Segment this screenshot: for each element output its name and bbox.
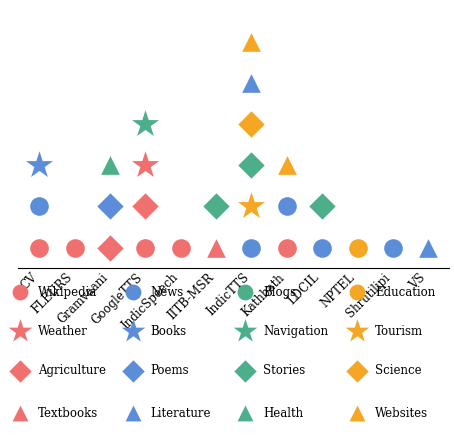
Point [212, 203, 220, 210]
Point [106, 244, 114, 251]
Point [248, 120, 255, 127]
Point [106, 162, 114, 169]
Text: Health: Health [263, 407, 303, 419]
Point [142, 162, 149, 169]
Point [354, 328, 361, 335]
Point [106, 203, 114, 210]
Point [129, 328, 136, 335]
Text: Blogs: Blogs [263, 286, 296, 299]
Point [142, 244, 149, 251]
Text: Education: Education [375, 286, 435, 299]
Point [354, 410, 361, 417]
Point [248, 79, 255, 86]
Point [248, 203, 255, 210]
Point [212, 244, 220, 251]
Point [283, 244, 291, 251]
Point [242, 328, 249, 335]
Point [129, 289, 136, 296]
Point [424, 244, 432, 251]
Text: News: News [151, 286, 184, 299]
Point [283, 203, 291, 210]
Point [242, 289, 249, 296]
Point [319, 244, 326, 251]
Point [36, 162, 43, 169]
Point [17, 328, 24, 335]
Text: Books: Books [151, 325, 187, 338]
Text: Science: Science [375, 364, 422, 377]
Point [242, 410, 249, 417]
Text: Stories: Stories [263, 364, 305, 377]
Point [283, 162, 291, 169]
Point [248, 244, 255, 251]
Text: Wikipedia: Wikipedia [38, 286, 98, 299]
Point [17, 367, 24, 374]
Point [17, 410, 24, 417]
Point [248, 162, 255, 169]
Point [129, 367, 136, 374]
Point [242, 367, 249, 374]
Text: Websites: Websites [375, 407, 429, 419]
Point [354, 289, 361, 296]
Point [248, 38, 255, 45]
Point [36, 203, 43, 210]
Text: Navigation: Navigation [263, 325, 328, 338]
Text: Literature: Literature [151, 407, 211, 419]
Text: Tourism: Tourism [375, 325, 424, 338]
Point [354, 367, 361, 374]
Point [129, 410, 136, 417]
Point [389, 244, 396, 251]
Point [142, 203, 149, 210]
Point [142, 120, 149, 127]
Point [71, 244, 79, 251]
Text: Poems: Poems [151, 364, 189, 377]
Point [319, 203, 326, 210]
Point [177, 244, 184, 251]
Point [17, 289, 24, 296]
Text: Weather: Weather [38, 325, 88, 338]
Text: Textbooks: Textbooks [38, 407, 99, 419]
Text: Agriculture: Agriculture [38, 364, 106, 377]
Point [36, 244, 43, 251]
Point [354, 244, 361, 251]
